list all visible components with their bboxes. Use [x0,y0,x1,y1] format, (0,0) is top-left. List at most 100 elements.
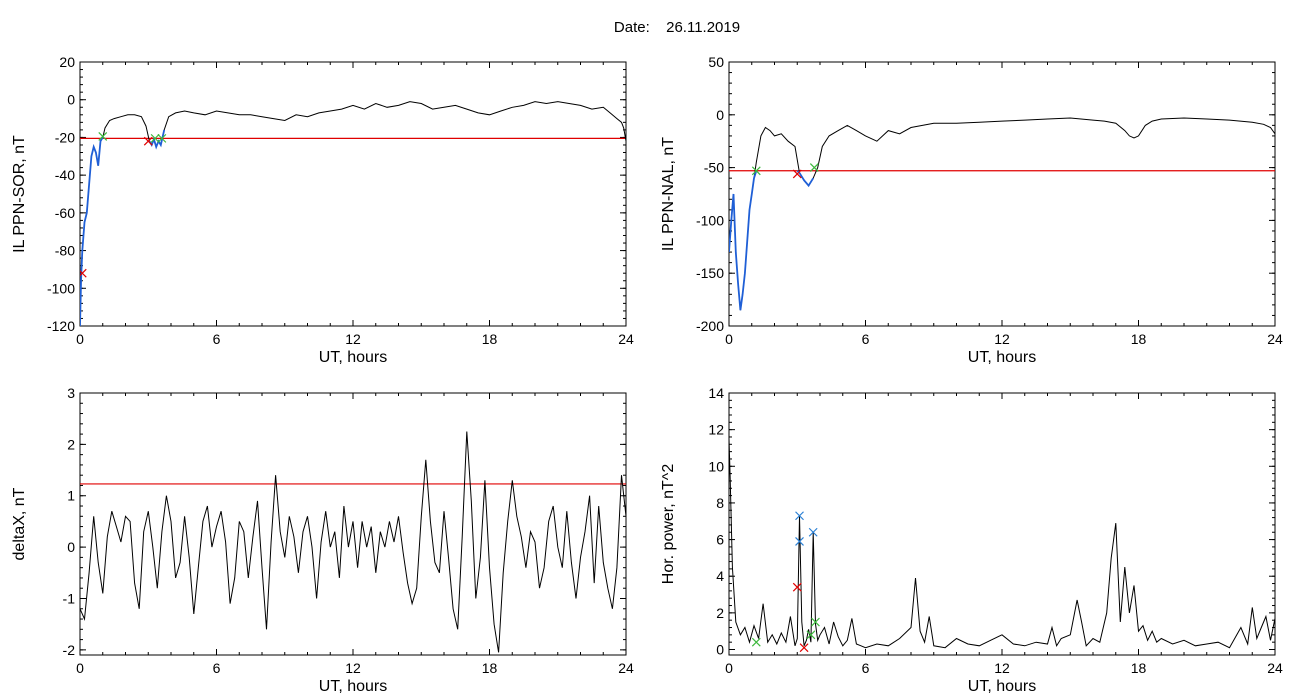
plot-frame [728,61,1276,327]
marker-stroke [751,637,761,647]
x-tick-label: 24 [1267,331,1283,347]
x-tick-label: 6 [862,660,870,676]
date-label: Date: [613,19,650,36]
y-tick-label: -1 [63,590,76,606]
marker-stroke [806,630,816,640]
x-axis-label: UT, hours [968,678,1036,695]
marker-stroke [792,582,802,592]
marker-stroke [143,136,153,146]
marker-stroke [98,132,108,141]
y-axis-label: IL PPN-SOR, nT [11,135,28,253]
y-axis-label: Hor. power, nT^2 [660,464,677,585]
data-marker [811,617,820,627]
data-layer [80,101,626,326]
data-marker [795,511,804,521]
y-tick-label: 0 [67,92,75,108]
highlight-series-line [80,136,104,326]
series-line [729,117,1275,311]
data-marker [795,536,804,546]
y-tick-label: 50 [708,54,724,70]
x-tick-label: 24 [1267,660,1283,676]
y-tick-label: 10 [708,458,724,474]
marker-stroke [157,133,167,143]
x-tick-label: 6 [213,660,221,676]
y-tick-label: -40 [55,167,75,183]
x-tick-label: 24 [618,660,634,676]
marker-stroke [809,163,819,173]
marker-stroke [795,536,804,546]
data-marker [751,166,761,176]
y-tick-label: 0 [716,107,724,123]
series-line [80,431,626,653]
data-layer [80,431,626,653]
y-tick-label: 12 [708,422,724,438]
marker-stroke [811,617,820,627]
x-tick-label: 0 [725,660,733,676]
x-tick-label: 18 [1131,660,1147,676]
chart-il-nal: 0 6 12 18 24 -200 -150 -100 -50 0 50 UT, hours IL PP… [660,54,1283,366]
data-marker [143,136,153,146]
y-tick-label: -20 [55,129,75,145]
data-marker [799,643,809,653]
marker-stroke [808,527,818,537]
marker-stroke [751,166,761,176]
series-line [80,101,626,326]
x-axis-label: UT, hours [319,678,387,695]
marker-stroke [792,169,802,179]
x-tick-label: 0 [76,331,84,347]
date-value: 26.11.2019 [666,19,741,36]
marker-stroke [150,133,160,143]
y-tick-label: -60 [55,205,75,221]
chart-il-sor: 0 6 12 18 24 -120 -100 -80 -60 -40 -20 0 20 UT, hours… [11,54,634,366]
y-tick-label: 20 [59,54,75,70]
x-tick-label: 0 [725,331,733,347]
x-tick-label: 12 [994,331,1010,347]
data-layer [729,438,1275,653]
y-tick-label: -50 [704,160,724,176]
data-marker [809,163,819,173]
y-axis-label: deltaX, nT [11,487,28,560]
y-tick-label: 8 [716,495,724,511]
y-tick-label: -80 [55,243,75,259]
page-title: Date: 26.11.2019 [0,19,1300,36]
data-marker [792,169,802,179]
x-axis-label: UT, hours [319,349,387,366]
x-tick-label: 18 [482,331,498,347]
x-axis-label: UT, hours [968,349,1036,366]
y-tick-label: -100 [47,280,75,296]
x-tick-label: 12 [345,660,361,676]
data-marker [808,527,818,537]
plot-frame [79,61,627,327]
plot-frame [728,392,1276,656]
series-line [729,438,1275,649]
x-tick-label: 12 [345,331,361,347]
x-tick-label: 24 [618,331,634,347]
x-tick-label: 18 [482,660,498,676]
y-tick-label: 2 [67,436,75,452]
marker-stroke [799,643,809,653]
data-marker [98,132,108,141]
data-marker [157,133,167,143]
y-tick-label: 14 [708,385,724,401]
x-tick-label: 12 [994,660,1010,676]
y-tick-label: -100 [696,212,724,228]
marker-stroke [795,511,804,521]
highlight-series-line [729,170,758,311]
y-tick-label: 2 [716,605,724,621]
data-layer [729,117,1275,311]
x-tick-label: 6 [862,331,870,347]
data-marker [806,630,816,640]
y-tick-label: -200 [696,318,724,334]
y-tick-label: -120 [47,318,75,334]
x-tick-label: 18 [1131,331,1147,347]
data-marker [792,582,802,592]
y-tick-label: 1 [67,488,75,504]
y-tick-label: 4 [716,568,724,584]
y-tick-label: 3 [67,385,75,401]
x-tick-label: 0 [76,660,84,676]
y-tick-label: -2 [63,642,76,658]
data-marker [150,133,160,143]
